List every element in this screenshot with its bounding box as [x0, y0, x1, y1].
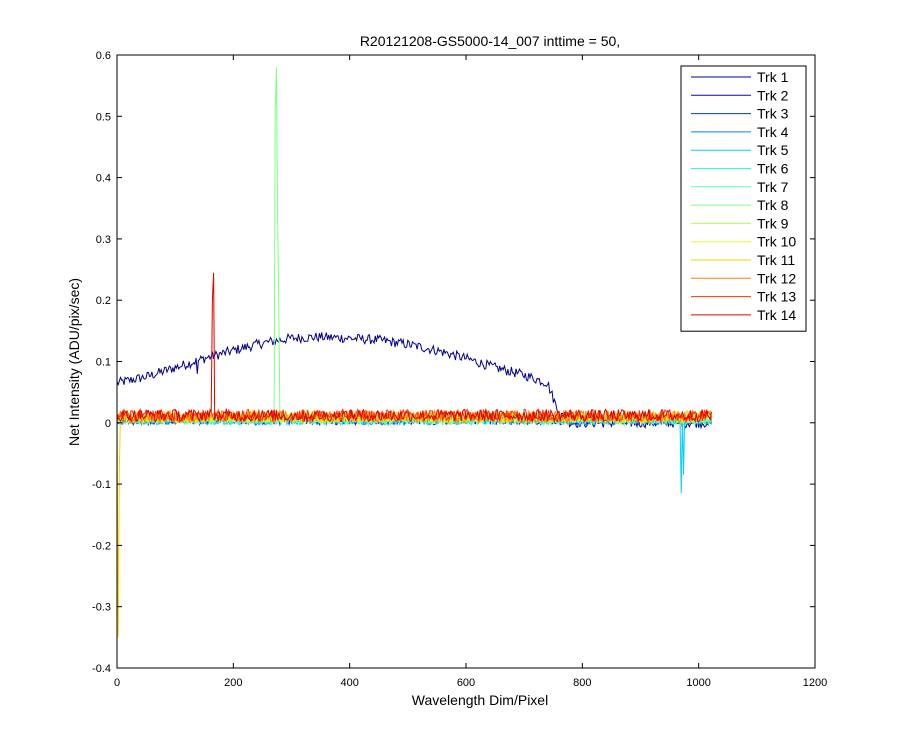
- legend-label: Trk 13: [757, 289, 796, 305]
- y-tick-label: 0: [105, 418, 111, 430]
- y-tick-label: 0.1: [96, 357, 111, 369]
- legend-label: Trk 3: [757, 106, 789, 122]
- x-tick-label: 600: [457, 677, 475, 689]
- legend-label: Trk 7: [757, 179, 789, 195]
- y-tick-label: 0.4: [96, 173, 111, 185]
- legend-label: Trk 10: [757, 234, 796, 250]
- y-tick-label: 0.5: [96, 111, 111, 123]
- x-axis-label: Wavelength Dim/Pixel: [412, 692, 548, 708]
- legend-label: Trk 2: [757, 87, 789, 103]
- series-line-trk-1: [116, 332, 712, 430]
- y-tick-label: -0.2: [92, 540, 111, 552]
- series-layer: [116, 67, 712, 638]
- legend-label: Trk 8: [757, 197, 789, 213]
- y-axis-label: Net Intensity (ADU/pix/sec): [66, 278, 82, 446]
- x-tick-label: 200: [224, 677, 242, 689]
- legend-label: Trk 9: [757, 215, 789, 231]
- legend-label: Trk 4: [757, 124, 789, 140]
- y-tick-label: -0.3: [92, 602, 111, 614]
- legend-label: Trk 5: [757, 142, 789, 158]
- legend-label: Trk 14: [757, 307, 796, 323]
- y-tick-label: 0.6: [96, 50, 111, 62]
- legend-label: Trk 12: [757, 270, 796, 286]
- x-axis: 0 200 400 600 800 1000 1200: [114, 55, 827, 689]
- legend: Trk 1 Trk 2 Trk 3 Trk 4 Trk 5 Trk 6 Trk 7 Trk 8…: [680, 65, 807, 332]
- y-tick-label: 0.3: [96, 234, 111, 246]
- legend-box: [680, 65, 807, 332]
- x-tick-label: 400: [340, 677, 358, 689]
- y-tick-label: -0.1: [92, 479, 111, 491]
- x-tick-label: 800: [573, 677, 591, 689]
- x-tick-label: 1200: [803, 677, 827, 689]
- series-line-trk-14: [116, 272, 712, 424]
- series-line-trk-12: [116, 408, 712, 425]
- x-tick-label: 1000: [686, 677, 710, 689]
- y-axis: -0.4 -0.3 -0.2 -0.1 0 0.1 0.2 0.3 0.4 0.5 0.6: [92, 50, 815, 675]
- chart-title: R20121208-GS5000-14_007 inttime = 50,: [360, 33, 620, 49]
- y-tick-label: 0.2: [96, 295, 111, 307]
- legend-label: Trk 6: [757, 161, 789, 177]
- y-tick-label: -0.4: [92, 663, 111, 675]
- legend-label: Trk 11: [757, 252, 795, 268]
- x-tick-label: 0: [114, 677, 120, 689]
- legend-label: Trk 1: [757, 69, 789, 85]
